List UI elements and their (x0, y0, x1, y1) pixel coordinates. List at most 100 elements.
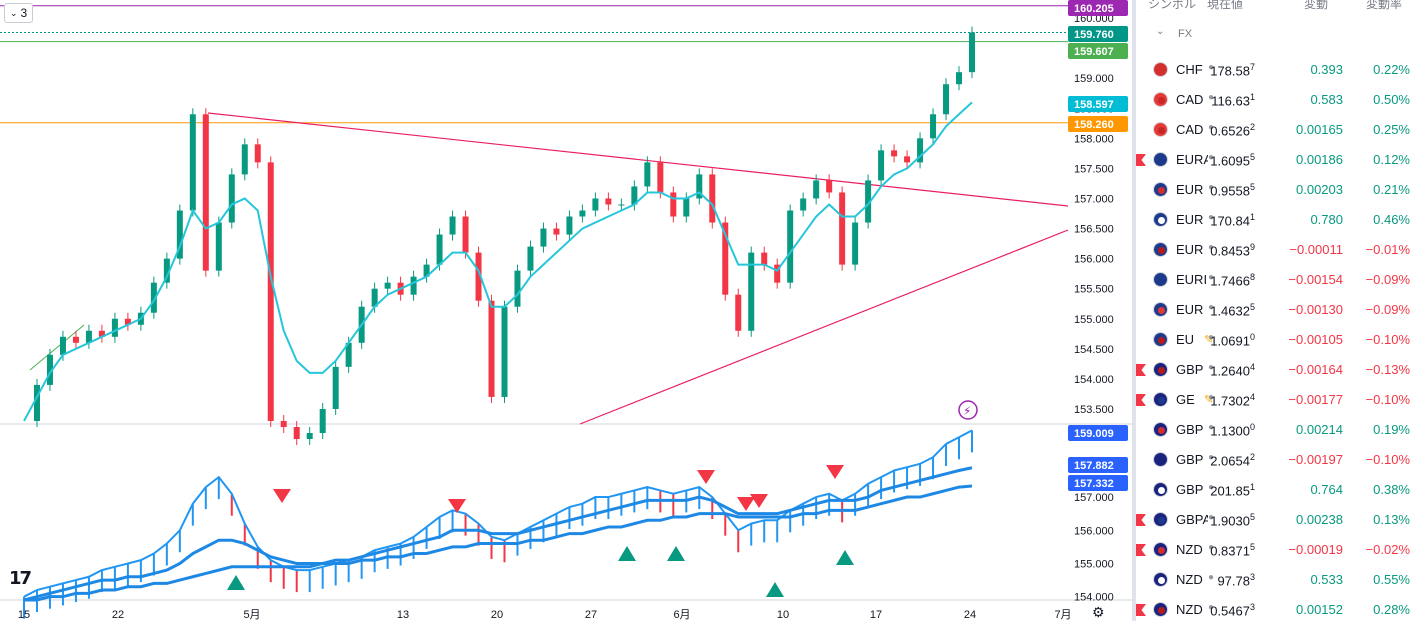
status-dot-icon: ● (1208, 152, 1215, 163)
watchlist-row[interactable]: CHF ● 178.587 0.393 0.22% (1136, 55, 1418, 85)
chevron-down-icon: ⌄ (1156, 26, 1165, 37)
watchlist-row[interactable]: EUR ● 0.84539 −0.00011 −0.01% (1136, 235, 1418, 265)
edit-icon[interactable]: ✎ (1204, 394, 1214, 406)
watchlist-row[interactable]: EU ✎ ● 1.06910 −0.00105 −0.10% (1136, 325, 1418, 355)
status-dot-icon: ● (1208, 422, 1215, 433)
time-tick-label: 20 (491, 609, 503, 621)
column-header-symbol[interactable]: シンボル (1148, 0, 1197, 11)
watchlist-row[interactable]: NZD ● 97.783 0.533 0.55% (1136, 565, 1418, 595)
panel-divider[interactable] (1132, 0, 1136, 621)
trendline-lower (579, 229, 1069, 425)
watchlist-row[interactable]: EUR ● 1.46325 −0.00130 −0.09% (1136, 295, 1418, 325)
watchlist-row[interactable]: GBP ● 201.851 0.764 0.38% (1136, 475, 1418, 505)
watchlist-group-fx[interactable]: ⌄ FX (1136, 24, 1418, 44)
buy-signal-icon (766, 582, 784, 597)
watchlist-row[interactable]: EURA ● 1.60955 0.00186 0.12% (1136, 145, 1418, 175)
price-label: 158.260 (1074, 119, 1114, 131)
column-header-change-pct[interactable]: 変動率 (1366, 0, 1403, 11)
watchlist-row[interactable]: GE ✎ ● 1.73024 −0.00177 −0.10% (1136, 385, 1418, 415)
price-tick-label: 157.500 (1074, 163, 1114, 175)
watchlist-row[interactable]: EURI ● 1.74668 −0.00154 −0.09% (1136, 265, 1418, 295)
indicator-tick-label: 154.000 (1074, 592, 1114, 604)
buy-signal-icon (227, 575, 245, 590)
edit-icon[interactable]: ✎ (1204, 334, 1214, 346)
candle-body (306, 433, 313, 440)
price-tick-label: 154.000 (1074, 374, 1114, 386)
watchlist-row[interactable]: CAD ● 0.65262 0.00165 0.25% (1136, 115, 1418, 145)
watchlist-row[interactable]: NZD ● 0.83715 −0.00019 −0.02% (1136, 535, 1418, 565)
lightning-icon (958, 400, 978, 420)
candle-body (241, 144, 248, 175)
watchlist-row[interactable]: EUR ● 0.95585 0.00203 0.21% (1136, 175, 1418, 205)
candle-body (878, 150, 885, 181)
watchlist-row[interactable]: GBP ● 2.06542 −0.00197 −0.10% (1136, 445, 1418, 475)
chevron-down-icon: ⌄ (10, 7, 18, 18)
indicator-value-label: 159.009 (1074, 428, 1114, 440)
flag-marker-icon[interactable] (1136, 604, 1146, 616)
candle-body (345, 342, 352, 367)
watchlist-row[interactable]: GBPA ● 1.90305 0.00238 0.13% (1136, 505, 1418, 535)
status-dot-icon: ● (1208, 182, 1215, 193)
flag-marker-icon[interactable] (1136, 394, 1146, 406)
candle-body (956, 72, 963, 85)
indicator-value-label: 157.332 (1074, 478, 1114, 490)
candle-body (410, 276, 417, 295)
price-change: 0.00186 (1296, 152, 1343, 167)
price-change-pct: 0.21% (1373, 182, 1410, 197)
watchlist-row[interactable]: CAD ● 116.631 0.583 0.50% (1136, 85, 1418, 115)
price-change-pct: 0.25% (1373, 122, 1410, 137)
indicator-tick-label: 157.000 (1074, 492, 1114, 504)
chart-area[interactable]: ⚡160.000159.500159.000158.500158.000157.… (0, 0, 1132, 621)
buy-signal-icon (836, 550, 854, 565)
price-change-pct: 0.12% (1373, 152, 1410, 167)
price-change: −0.00130 (1288, 302, 1343, 317)
tradingview-logo-icon: 17 (9, 568, 32, 589)
flag-marker-icon[interactable] (1136, 364, 1146, 376)
last-price: 1.13000 (1210, 422, 1255, 439)
candle-body (293, 427, 300, 440)
watchlist-row[interactable]: EUR ● 170.841 0.780 0.46% (1136, 205, 1418, 235)
candle-body (657, 162, 664, 193)
candle-body (891, 150, 898, 157)
group-label: FX (1178, 28, 1193, 40)
flag-marker-icon[interactable] (1136, 154, 1146, 166)
chart-canvas[interactable]: ⚡160.000159.500159.000158.500158.000157.… (0, 0, 1132, 621)
status-dot-icon: ● (1208, 602, 1215, 613)
flag-marker-icon[interactable] (1136, 544, 1146, 556)
price-change-pct: −0.10% (1365, 452, 1410, 467)
price-change-pct: 0.19% (1373, 422, 1410, 437)
last-price: 1.60955 (1210, 152, 1255, 169)
candle-body (748, 252, 755, 331)
currency-flag-icon (1153, 242, 1168, 257)
price-change: −0.00197 (1288, 452, 1343, 467)
candle-body (644, 162, 651, 187)
symbol-name: GBPA (1176, 512, 1208, 527)
moving-average-line (23, 101, 973, 422)
symbol-name: CAD (1176, 122, 1204, 137)
column-header-change[interactable]: 変動 (1304, 0, 1329, 11)
indicator-collapse-badge[interactable]: ⌄ 3 (4, 3, 34, 23)
price-change-pct: 0.38% (1373, 482, 1410, 497)
candle-body (904, 156, 911, 163)
watchlist-row[interactable]: GBP ● 1.13000 0.00214 0.19% (1136, 415, 1418, 445)
indicator-line (24, 484, 973, 602)
candle-body (319, 408, 326, 434)
candle-body (839, 192, 846, 265)
price-label: 159.760 (1074, 29, 1114, 41)
candle-body (46, 354, 53, 385)
time-tick-label: 7月 (1054, 609, 1071, 621)
candle-body (761, 252, 768, 265)
flag-marker-icon[interactable] (1136, 514, 1146, 526)
column-header-price[interactable]: 現在値 (1207, 0, 1244, 11)
buy-signal-icon (618, 546, 636, 561)
price-label: 158.597 (1074, 99, 1114, 111)
last-price: 0.95585 (1210, 182, 1255, 199)
price-change: 0.00214 (1296, 422, 1343, 437)
gear-icon[interactable]: ⚙ (1092, 604, 1105, 620)
price-tick-label: 156.500 (1074, 224, 1114, 236)
watchlist-row[interactable]: GBP ● 1.26404 −0.00164 −0.13% (1136, 355, 1418, 385)
candle-body (85, 330, 92, 343)
watchlist-panel: シンボル 現在値 変動 変動率 ⌄ FX CHF ● 178.587 0.393 0.2… (1136, 0, 1418, 621)
candle-body (722, 222, 729, 295)
watchlist-row[interactable]: NZD ● 0.54673 0.00152 0.28% (1136, 595, 1418, 621)
